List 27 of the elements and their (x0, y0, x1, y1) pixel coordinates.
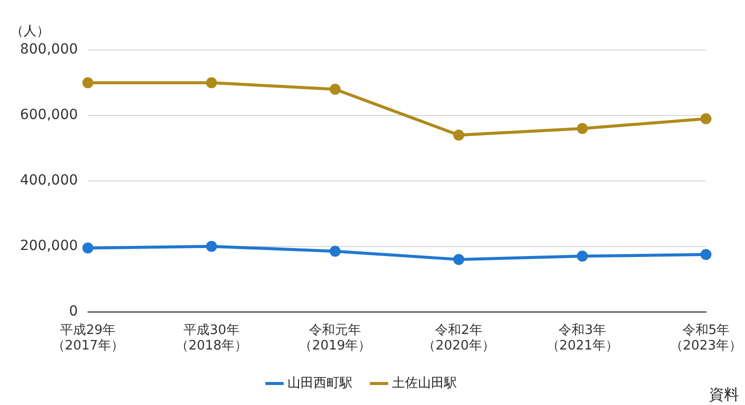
y-tick-label: 0 (68, 303, 78, 320)
y-tick-label: 400,000 (20, 172, 78, 189)
legend-label: 土佐山田駅 (392, 376, 457, 391)
point (576, 123, 588, 134)
point (330, 84, 341, 95)
x-tick-label: 令和2年（2020年） (422, 322, 495, 354)
point (82, 77, 94, 88)
point (453, 130, 464, 141)
y-tick-label: 600,000 (20, 107, 78, 124)
y-tick-label: 200,000 (20, 238, 78, 254)
point (206, 77, 218, 88)
y-axis-title: （人） (10, 24, 50, 39)
point (82, 242, 94, 254)
x-tick-label: 平成29年（2017年） (52, 322, 124, 354)
x-tick-label: 令和元年（2019年） (299, 322, 372, 354)
x-tick-label: 令和5年（2023年） (670, 322, 742, 354)
point (330, 246, 341, 257)
x-tick-label: 令和3年（2021年） (546, 322, 618, 354)
point (576, 250, 588, 262)
point (206, 240, 218, 252)
legend-label: 山田西町駅 (288, 376, 352, 391)
point (700, 113, 712, 124)
point (453, 254, 464, 265)
text: 資料 (709, 385, 739, 404)
y-tick-label: 800,000 (20, 42, 78, 58)
point (700, 249, 712, 260)
x-tick-label: 平成30年（2018年） (175, 322, 248, 354)
